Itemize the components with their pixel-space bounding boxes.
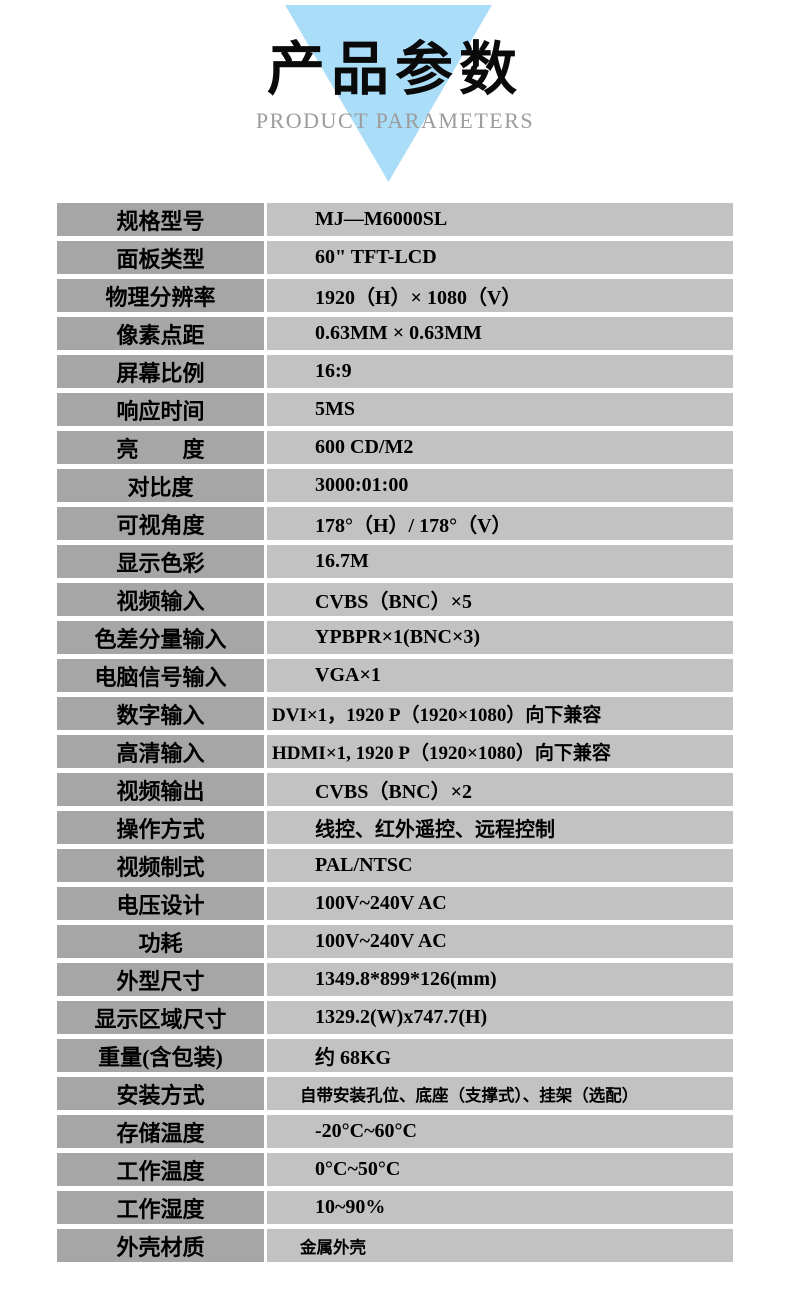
spec-value: 5MS [267, 393, 733, 426]
spec-value: CVBS（BNC）×5 [267, 583, 733, 616]
table-row: 规格型号 MJ—M6000SL [57, 203, 733, 236]
table-row: 色差分量输入 YPBPR×1(BNC×3) [57, 621, 733, 654]
spec-label: 操作方式 [57, 811, 264, 844]
spec-label: 显示区域尺寸 [57, 1001, 264, 1034]
page-header: 产品参数 PRODUCT PARAMETERS [0, 0, 790, 203]
spec-label: 安装方式 [57, 1077, 264, 1110]
table-row: 亮 度 600 CD/M2 [57, 431, 733, 464]
table-row: 显示色彩 16.7M [57, 545, 733, 578]
spec-label: 功耗 [57, 925, 264, 958]
table-row: 工作温度 0°C~50°C [57, 1153, 733, 1186]
spec-label: 工作温度 [57, 1153, 264, 1186]
spec-value: HDMI×1, 1920 P（1920×1080）向下兼容 [267, 735, 733, 768]
spec-label: 屏幕比例 [57, 355, 264, 388]
spec-label: 数字输入 [57, 697, 264, 730]
table-row: 操作方式 线控、红外遥控、远程控制 [57, 811, 733, 844]
spec-value: -20°C~60°C [267, 1115, 733, 1148]
spec-label: 亮 度 [57, 431, 264, 464]
spec-value: 16.7M [267, 545, 733, 578]
spec-value: MJ—M6000SL [267, 203, 733, 236]
spec-label: 可视角度 [57, 507, 264, 540]
table-row: 电脑信号输入 VGA×1 [57, 659, 733, 692]
table-row: 安装方式 自带安装孔位、底座（支撑式）、挂架（选配） [57, 1077, 733, 1110]
spec-label: 电压设计 [57, 887, 264, 920]
spec-label: 高清输入 [57, 735, 264, 768]
table-row: 外壳材质 金属外壳 [57, 1229, 733, 1262]
spec-value: 约 68KG [267, 1039, 733, 1072]
spec-value: YPBPR×1(BNC×3) [267, 621, 733, 654]
spec-label: 外型尺寸 [57, 963, 264, 996]
table-row: 物理分辨率 1920（H）× 1080（V） [57, 279, 733, 312]
spec-value: 3000:01:00 [267, 469, 733, 502]
table-row: 外型尺寸 1349.8*899*126(mm) [57, 963, 733, 996]
spec-label: 电脑信号输入 [57, 659, 264, 692]
spec-value: 1920（H）× 1080（V） [267, 279, 733, 312]
spec-value: 60" TFT-LCD [267, 241, 733, 274]
spec-label: 存储温度 [57, 1115, 264, 1148]
spec-table: 规格型号 MJ—M6000SL 面板类型 60" TFT-LCD 物理分辨率 1920（H… [57, 203, 733, 1267]
table-row: 可视角度 178°（H）/ 178°（V） [57, 507, 733, 540]
spec-label: 像素点距 [57, 317, 264, 350]
table-row: 响应时间 5MS [57, 393, 733, 426]
spec-value: 1349.8*899*126(mm) [267, 963, 733, 996]
spec-label: 外壳材质 [57, 1229, 264, 1262]
table-row: 视频输入 CVBS（BNC）×5 [57, 583, 733, 616]
table-row: 像素点距 0.63MM × 0.63MM [57, 317, 733, 350]
spec-value: 100V~240V AC [267, 925, 733, 958]
spec-label: 规格型号 [57, 203, 264, 236]
table-row: 视频输出 CVBS（BNC）×2 [57, 773, 733, 806]
spec-label: 物理分辨率 [57, 279, 264, 312]
table-row: 数字输入 DVI×1，1920 P（1920×1080）向下兼容 [57, 697, 733, 730]
spec-label: 重量(含包装) [57, 1039, 264, 1072]
spec-value: 600 CD/M2 [267, 431, 733, 464]
table-row: 面板类型 60" TFT-LCD [57, 241, 733, 274]
spec-value: PAL/NTSC [267, 849, 733, 882]
table-row: 视频制式 PAL/NTSC [57, 849, 733, 882]
spec-value: 178°（H）/ 178°（V） [267, 507, 733, 540]
page-subtitle: PRODUCT PARAMETERS [255, 108, 535, 133]
spec-value: 0°C~50°C [267, 1153, 733, 1186]
spec-value: 自带安装孔位、底座（支撑式）、挂架（选配） [267, 1077, 733, 1110]
table-row: 显示区域尺寸 1329.2(W)x747.7(H) [57, 1001, 733, 1034]
spec-value: 10~90% [267, 1191, 733, 1224]
spec-value: 金属外壳 [267, 1229, 733, 1262]
table-row: 高清输入 HDMI×1, 1920 P（1920×1080）向下兼容 [57, 735, 733, 768]
spec-label: 视频输入 [57, 583, 264, 616]
spec-label: 色差分量输入 [57, 621, 264, 654]
spec-value: CVBS（BNC）×2 [267, 773, 733, 806]
table-row: 对比度 3000:01:00 [57, 469, 733, 502]
spec-value: 16:9 [267, 355, 733, 388]
table-row: 存储温度 -20°C~60°C [57, 1115, 733, 1148]
table-row: 工作湿度 10~90% [57, 1191, 733, 1224]
table-row: 电压设计 100V~240V AC [57, 887, 733, 920]
spec-value: 线控、红外遥控、远程控制 [267, 811, 733, 844]
page-title: 产品参数 [266, 35, 523, 103]
table-row: 重量(含包装) 约 68KG [57, 1039, 733, 1072]
spec-label: 显示色彩 [57, 545, 264, 578]
table-row: 功耗 100V~240V AC [57, 925, 733, 958]
spec-label: 视频输出 [57, 773, 264, 806]
spec-value: DVI×1，1920 P（1920×1080）向下兼容 [267, 697, 733, 730]
spec-value: VGA×1 [267, 659, 733, 692]
spec-value: 1329.2(W)x747.7(H) [267, 1001, 733, 1034]
spec-label: 视频制式 [57, 849, 264, 882]
spec-label: 对比度 [57, 469, 264, 502]
spec-label: 工作湿度 [57, 1191, 264, 1224]
spec-value: 0.63MM × 0.63MM [267, 317, 733, 350]
spec-label: 响应时间 [57, 393, 264, 426]
spec-label: 面板类型 [57, 241, 264, 274]
table-row: 屏幕比例 16:9 [57, 355, 733, 388]
spec-value: 100V~240V AC [267, 887, 733, 920]
